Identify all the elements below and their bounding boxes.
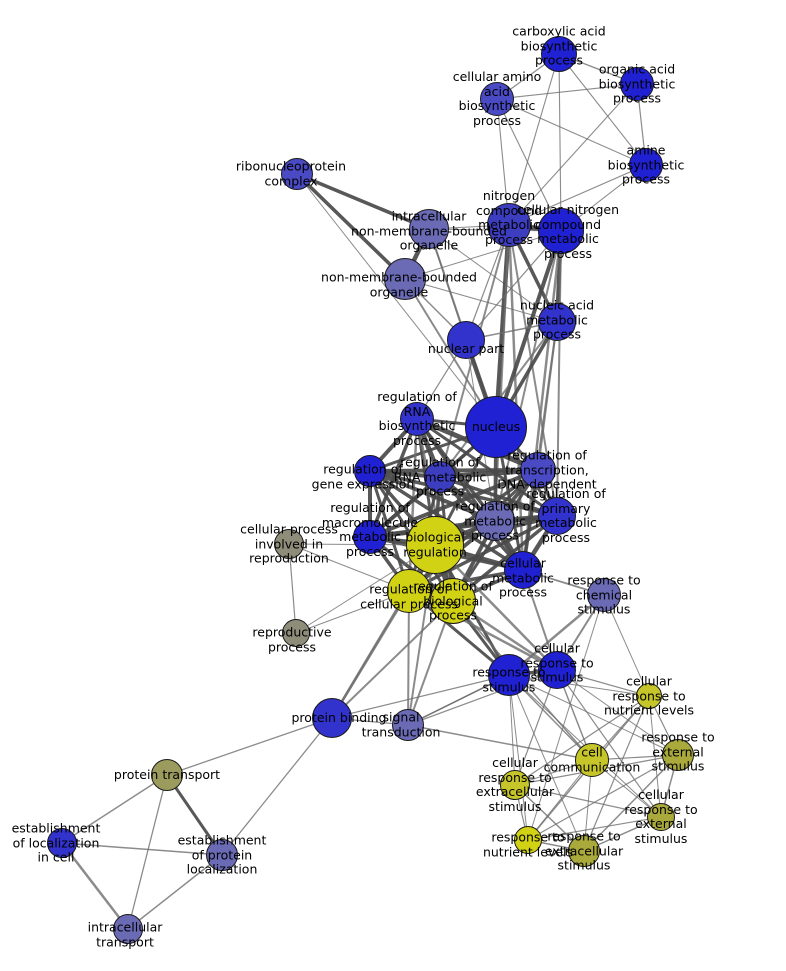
graph-edge: [61, 842, 129, 930]
graph-edge: [508, 164, 647, 226]
graph-node-ribonucleoprotein[interactable]: [281, 158, 313, 190]
graph-edge: [407, 724, 593, 761]
graph-edge: [61, 774, 168, 844]
graph-node-protein_binding[interactable]: [312, 698, 352, 738]
graph-edge: [508, 674, 585, 852]
graph-node-reg_macromolecule[interactable]: [353, 520, 387, 554]
graph-node-cell_communication[interactable]: [575, 743, 609, 777]
graph-node-resp_nutrient_levels[interactable]: [514, 826, 542, 854]
graph-node-organic_acid_bio[interactable]: [620, 67, 654, 101]
graph-node-response_stimulus[interactable]: [488, 654, 530, 696]
graph-node-cellular_nitrogen[interactable]: [538, 208, 584, 254]
graph-edge: [508, 674, 529, 841]
graph-node-reg_biological_proc[interactable]: [430, 578, 476, 624]
graph-edge: [583, 754, 679, 852]
graph-node-reg_gene_expr[interactable]: [354, 455, 386, 487]
graph-node-biological_regulation[interactable]: [406, 516, 464, 574]
graph-node-reg_transcription[interactable]: [520, 452, 556, 488]
graph-edge: [514, 695, 650, 786]
graph-edge: [603, 594, 650, 697]
graph-edge: [296, 172, 430, 231]
graph-edge: [296, 173, 497, 428]
graph-edge: [166, 717, 333, 776]
graph-edge: [439, 475, 558, 518]
graph-edge: [331, 674, 510, 719]
graph-node-nitrogen_cmpd_meta[interactable]: [487, 203, 531, 247]
graph-edge: [407, 590, 410, 726]
graph-edge: [508, 53, 560, 226]
graph-node-cellular_amino_bio[interactable]: [480, 82, 514, 116]
graph-node-reproductive_process[interactable]: [282, 619, 310, 647]
graph-edge: [434, 544, 558, 671]
graph-node-nucleic_acid_meta[interactable]: [538, 303, 576, 341]
graph-edge: [496, 83, 638, 100]
graph-edge: [369, 469, 558, 518]
graph-node-signal_transduction[interactable]: [392, 709, 424, 741]
graph-edge: [331, 600, 454, 719]
graph-edge: [465, 230, 562, 341]
graph-edge: [407, 544, 436, 726]
graph-edge: [556, 230, 562, 517]
graph-edge: [407, 418, 419, 592]
graph-node-establishment_prot_loc[interactable]: [206, 839, 238, 871]
graph-node-resp_external_stim[interactable]: [662, 739, 694, 771]
graph-edge: [521, 230, 563, 571]
graph-node-amine_bio[interactable]: [629, 148, 663, 182]
graph-edge: [369, 469, 496, 523]
graph-edge: [556, 669, 679, 756]
graph-node-cellular_proc_repro[interactable]: [274, 529, 304, 559]
graph-node-reg_metabolic[interactable]: [475, 501, 515, 541]
graph-node-cell_resp_external[interactable]: [647, 803, 675, 831]
graph-node-resp_extracell_stim[interactable]: [568, 835, 600, 867]
graph-edge: [508, 674, 679, 756]
graph-edge: [221, 717, 333, 856]
graph-edge: [583, 695, 650, 852]
graph-edge: [514, 784, 662, 818]
graph-edge: [508, 83, 638, 226]
graph-edge: [496, 98, 562, 232]
graph-edge: [330, 590, 411, 719]
graph-node-establishment_loc_cell[interactable]: [47, 828, 77, 858]
graph-node-non_membrane_bounded[interactable]: [384, 258, 426, 300]
graph-node-intracellular_transport[interactable]: [113, 914, 143, 944]
graph-node-cell_resp_extracell[interactable]: [500, 770, 530, 800]
graph-node-reg_cellular_meta[interactable]: [504, 551, 542, 589]
graph-edge: [527, 816, 662, 841]
graph-node-cellular_resp_stim[interactable]: [538, 651, 576, 689]
graph-edge: [61, 842, 223, 856]
graph-node-nuclear_part[interactable]: [447, 321, 485, 359]
graph-edge: [407, 669, 558, 726]
graph-edge: [295, 172, 407, 281]
graph-node-reg_rna_meta[interactable]: [424, 461, 456, 493]
graph-node-reg_primary_meta[interactable]: [538, 497, 576, 535]
graph-edge: [127, 854, 223, 930]
graph-node-protein_transport[interactable]: [151, 759, 183, 791]
graph-node-cell_resp_nutrient[interactable]: [636, 683, 662, 709]
graph-node-reg_cellular_proc[interactable]: [387, 569, 431, 613]
graph-edge: [127, 774, 168, 930]
graph-edge: [507, 224, 525, 571]
graph-edge: [558, 53, 647, 166]
graph-node-nucleus[interactable]: [465, 396, 527, 458]
graph-node-intracellular_nmbo[interactable]: [409, 209, 449, 249]
graph-edge: [527, 754, 679, 841]
graph-edge: [496, 98, 647, 166]
graph-edge: [527, 594, 605, 841]
graph-node-reg_rna_bio[interactable]: [400, 402, 434, 436]
graph-edge: [404, 230, 562, 280]
graph-node-response_chemical[interactable]: [587, 578, 621, 612]
graph-edge: [558, 53, 562, 232]
graph-node-carboxylic_acid_bio[interactable]: [541, 36, 577, 72]
graph-edge: [494, 230, 563, 428]
graph-edge: [514, 669, 558, 786]
graph-edge: [408, 514, 558, 593]
